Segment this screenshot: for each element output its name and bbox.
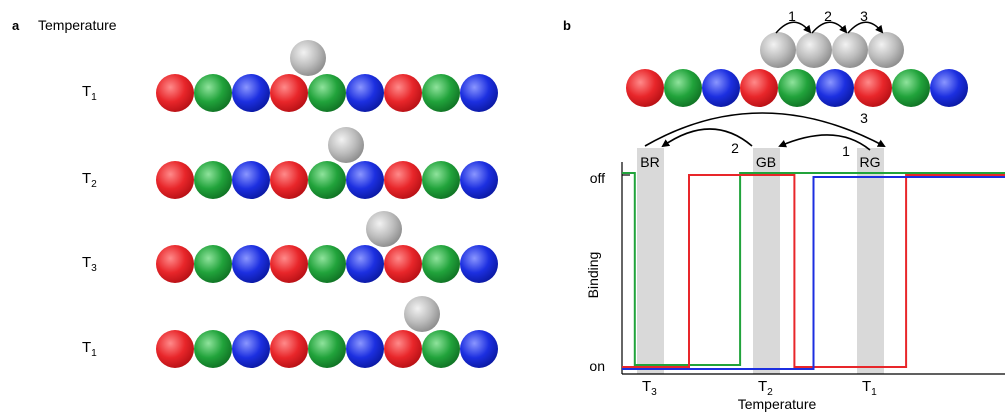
blue-bead [460, 74, 498, 112]
y-tick-off: off [590, 170, 605, 186]
binding-particle [290, 40, 326, 76]
blue-bead [460, 161, 498, 199]
transition-arrow-1 [778, 134, 871, 151]
red-bead [156, 74, 194, 112]
red-bead [156, 161, 194, 199]
blue-bead [232, 161, 270, 199]
hop-step-label: 3 [860, 8, 868, 24]
green-bead [308, 161, 346, 199]
red-series-line [622, 174, 1005, 368]
x-tick-label: T3 [642, 378, 657, 398]
chain-row-3: T3 [82, 211, 498, 283]
y-axis-label: Binding [585, 252, 601, 299]
transition-arrow-3 [644, 112, 886, 147]
green-bead [194, 245, 232, 283]
chain-row-4: T1 [82, 296, 498, 368]
green-bead [892, 69, 930, 107]
red-bead [384, 245, 422, 283]
chain-row-1: T1 [82, 40, 498, 112]
green-bead [308, 245, 346, 283]
blue-bead [232, 330, 270, 368]
panel-a-title: Temperature [38, 17, 117, 33]
panel-b-letter: b [563, 18, 571, 33]
transition-label: 2 [731, 140, 739, 156]
green-bead [194, 330, 232, 368]
red-bead [270, 74, 308, 112]
green-bead [194, 74, 232, 112]
x-tick-label: T1 [862, 378, 877, 398]
red-bead [270, 245, 308, 283]
particle-position [868, 32, 904, 68]
red-bead [384, 74, 422, 112]
hop-arrow [847, 21, 884, 34]
band-label: GB [756, 154, 776, 170]
green-series-line [622, 172, 1005, 366]
temperature-label: T2 [82, 170, 97, 190]
blue-bead [460, 245, 498, 283]
blue-bead [232, 74, 270, 112]
green-bead [422, 161, 460, 199]
hop-step-label: 2 [824, 8, 832, 24]
blue-bead [816, 69, 854, 107]
green-bead [308, 330, 346, 368]
transition-label: 1 [842, 143, 850, 159]
blue-bead [702, 69, 740, 107]
green-bead [194, 161, 232, 199]
green-bead [422, 330, 460, 368]
blue-bead [346, 161, 384, 199]
temperature-label: T1 [82, 83, 97, 103]
blue-bead [346, 245, 384, 283]
particle-position [760, 32, 796, 68]
red-bead [156, 245, 194, 283]
red-bead [384, 161, 422, 199]
temperature-label: T1 [82, 339, 97, 359]
band-label: BR [640, 154, 659, 170]
green-bead [778, 69, 816, 107]
temperature-label: T3 [82, 254, 97, 274]
x-axis-label: Temperature [738, 396, 817, 412]
red-bead [384, 330, 422, 368]
blue-bead [460, 330, 498, 368]
red-bead [156, 330, 194, 368]
green-bead [664, 69, 702, 107]
red-bead [854, 69, 892, 107]
band-br [637, 148, 664, 374]
red-bead [740, 69, 778, 107]
band-gb [753, 148, 780, 374]
panel-a-letter: a [12, 18, 20, 33]
chain-row-2: T2 [82, 127, 498, 199]
transition-label: 3 [860, 110, 868, 126]
green-bead [422, 245, 460, 283]
transition-arrow-2 [661, 128, 753, 148]
y-tick-on: on [589, 358, 605, 374]
green-bead [308, 74, 346, 112]
hop-step-label: 1 [788, 8, 796, 24]
band-label: RG [860, 154, 881, 170]
binding-particle [328, 127, 364, 163]
red-bead [270, 161, 308, 199]
red-bead [626, 69, 664, 107]
blue-series-line [622, 176, 1005, 370]
blue-bead [232, 245, 270, 283]
particle-position [832, 32, 868, 68]
binding-particle [404, 296, 440, 332]
x-tick-label: T2 [758, 378, 773, 398]
binding-particle [366, 211, 402, 247]
red-bead [270, 330, 308, 368]
blue-bead [930, 69, 968, 107]
blue-bead [346, 330, 384, 368]
panel-a: T1 T2 T3 T1 [82, 40, 498, 368]
hop-arrow [811, 21, 848, 34]
band-rg [857, 148, 884, 374]
hop-arrow [775, 21, 812, 34]
panel-b: 1 2 3 BR GB RG T3 T2 T1 1 2 3 [621, 8, 1005, 398]
green-bead [422, 74, 460, 112]
blue-bead [346, 74, 384, 112]
particle-position [796, 32, 832, 68]
